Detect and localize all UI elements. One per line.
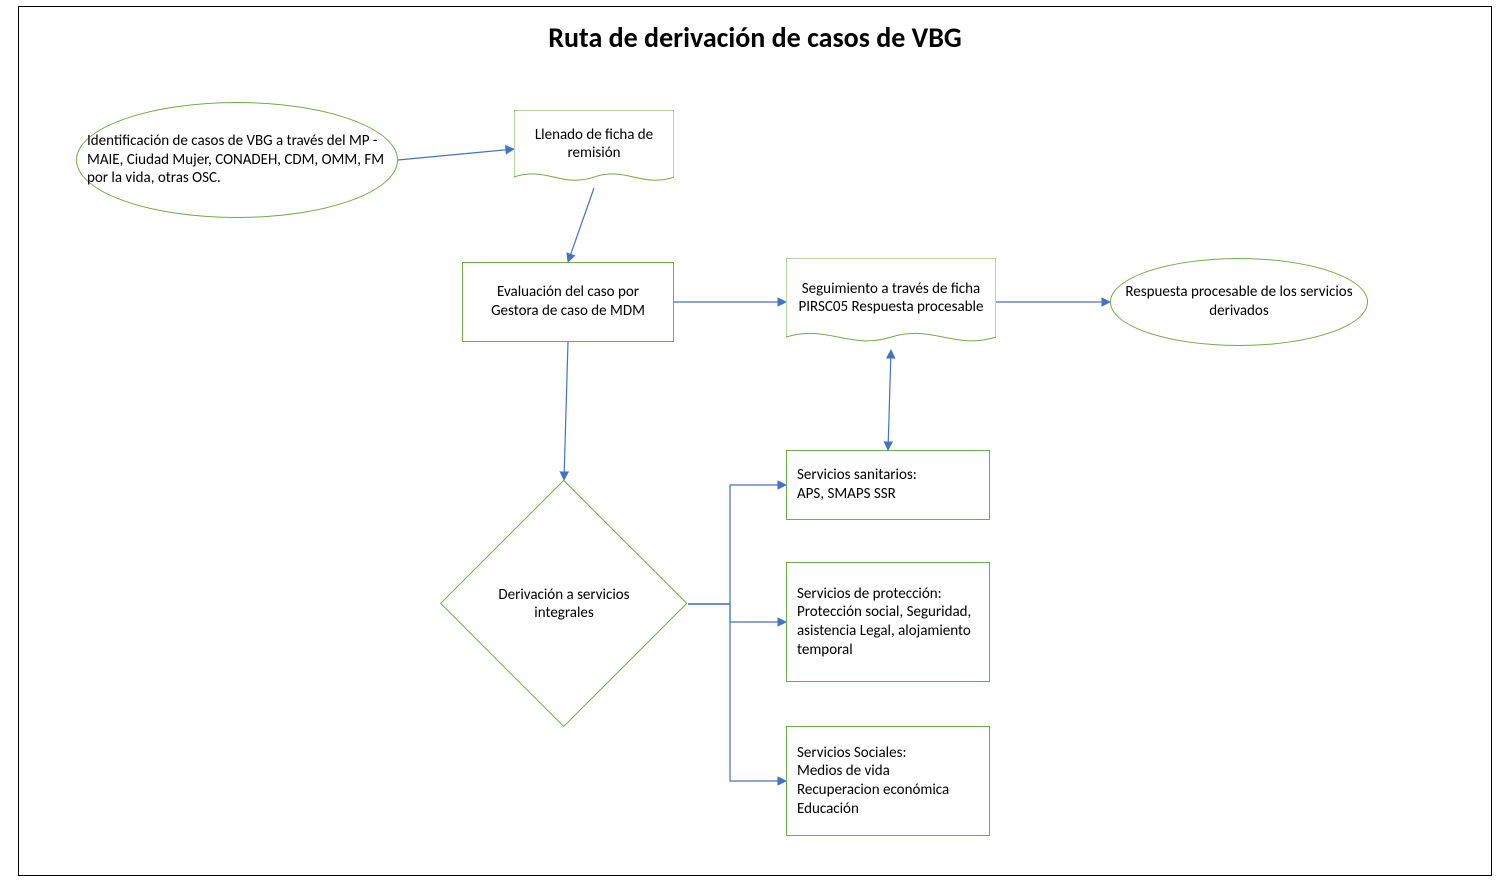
node-resp: Respuesta procesable de los servicios de… xyxy=(1110,258,1368,346)
node-llenado-label: Llenado de ficha de remisión xyxy=(514,110,674,179)
node-ident: Identificación de casos de VBG a través … xyxy=(76,102,398,218)
node-prot: Servicios de protección: Protección soci… xyxy=(786,562,990,682)
node-sanit: Servicios sanitarios: APS, SMAPS SSR xyxy=(786,450,990,520)
node-llenado: Llenado de ficha de remisión xyxy=(514,110,674,188)
node-deriv-label: Derivación a servicios integrales xyxy=(476,516,651,691)
node-eval: Evaluación del caso por Gestora de caso … xyxy=(462,262,674,342)
node-seg: Seguimiento a través de ficha PIRSC05 Re… xyxy=(786,258,996,350)
node-deriv: Derivación a servicios integrales xyxy=(476,516,651,691)
node-seg-label: Seguimiento a través de ficha PIRSC05 Re… xyxy=(786,258,996,339)
diagram-title: Ruta de derivación de casos de VBG xyxy=(18,20,1492,55)
node-soc: Servicios Sociales: Medios de vida Recup… xyxy=(786,726,990,836)
